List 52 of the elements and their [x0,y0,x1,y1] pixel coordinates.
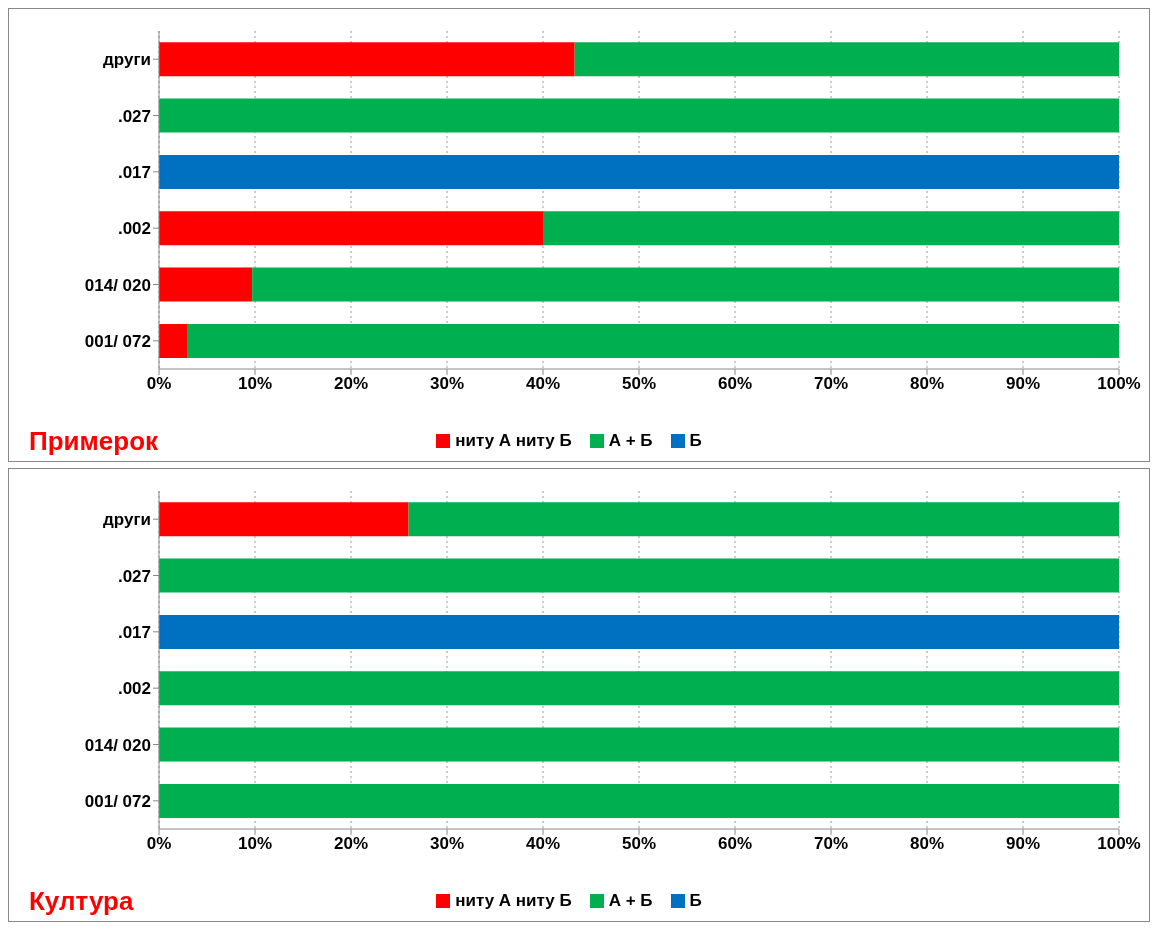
x-tick-label: 100% [1097,374,1141,394]
y-tick-label: .002 [117,219,151,239]
bar [159,42,575,77]
x-tick-label: 90% [1005,834,1041,854]
x-tick-label: 60% [717,374,753,394]
x-tick-label: 70% [813,834,849,854]
x-tick-label: 30% [429,834,465,854]
x-tick-label: 30% [429,374,465,394]
bar [159,98,1119,133]
x-tick-label: 10% [237,374,273,394]
y-tick-label: 001/ 072 [84,791,151,811]
legend-label: А + Б [608,891,653,911]
text: Култура [29,886,134,917]
x-tick-label: 50% [621,374,657,394]
bar [574,42,1119,77]
bar [252,267,1119,302]
x-tick-label: 40% [525,834,561,854]
x-tick-label: 80% [909,374,945,394]
y-tick-label: .027 [117,106,151,126]
x-tick-label: 10% [237,834,273,854]
legend-label: А + Б [608,431,653,451]
legend-label: ниту А ниту Б [455,891,572,911]
x-tick-label: 0% [146,374,172,394]
legend-label: Б [689,431,702,451]
y-tick-label: 014/ 020 [84,735,151,755]
y-tick-label: .017 [117,162,151,182]
x-tick-label: 0% [146,834,172,854]
y-tick-label: други [103,510,151,530]
x-tick-label: 100% [1097,834,1141,854]
bar [159,154,1119,189]
x-tick-label: 50% [621,834,657,854]
bar [159,267,253,302]
y-tick-label: 001/ 072 [84,331,151,351]
y-tick-label: 014/ 020 [84,275,151,295]
x-tick-label: 70% [813,374,849,394]
legend-label: Б [689,891,702,911]
bar [159,323,188,358]
x-tick-label: 20% [333,374,369,394]
y-tick-label: .002 [117,679,151,699]
bar [159,211,543,246]
text: Примерок [29,426,159,457]
x-tick-label: 60% [717,834,753,854]
legend-label: ниту А ниту Б [455,431,572,451]
x-tick-label: 80% [909,834,945,854]
y-tick-label: други [103,50,151,70]
x-tick-label: 90% [1005,374,1041,394]
bar [187,323,1119,358]
x-tick-label: 20% [333,834,369,854]
x-tick-label: 40% [525,374,561,394]
y-tick-label: .017 [117,622,151,642]
bar [543,211,1119,246]
y-tick-label: .027 [117,566,151,586]
